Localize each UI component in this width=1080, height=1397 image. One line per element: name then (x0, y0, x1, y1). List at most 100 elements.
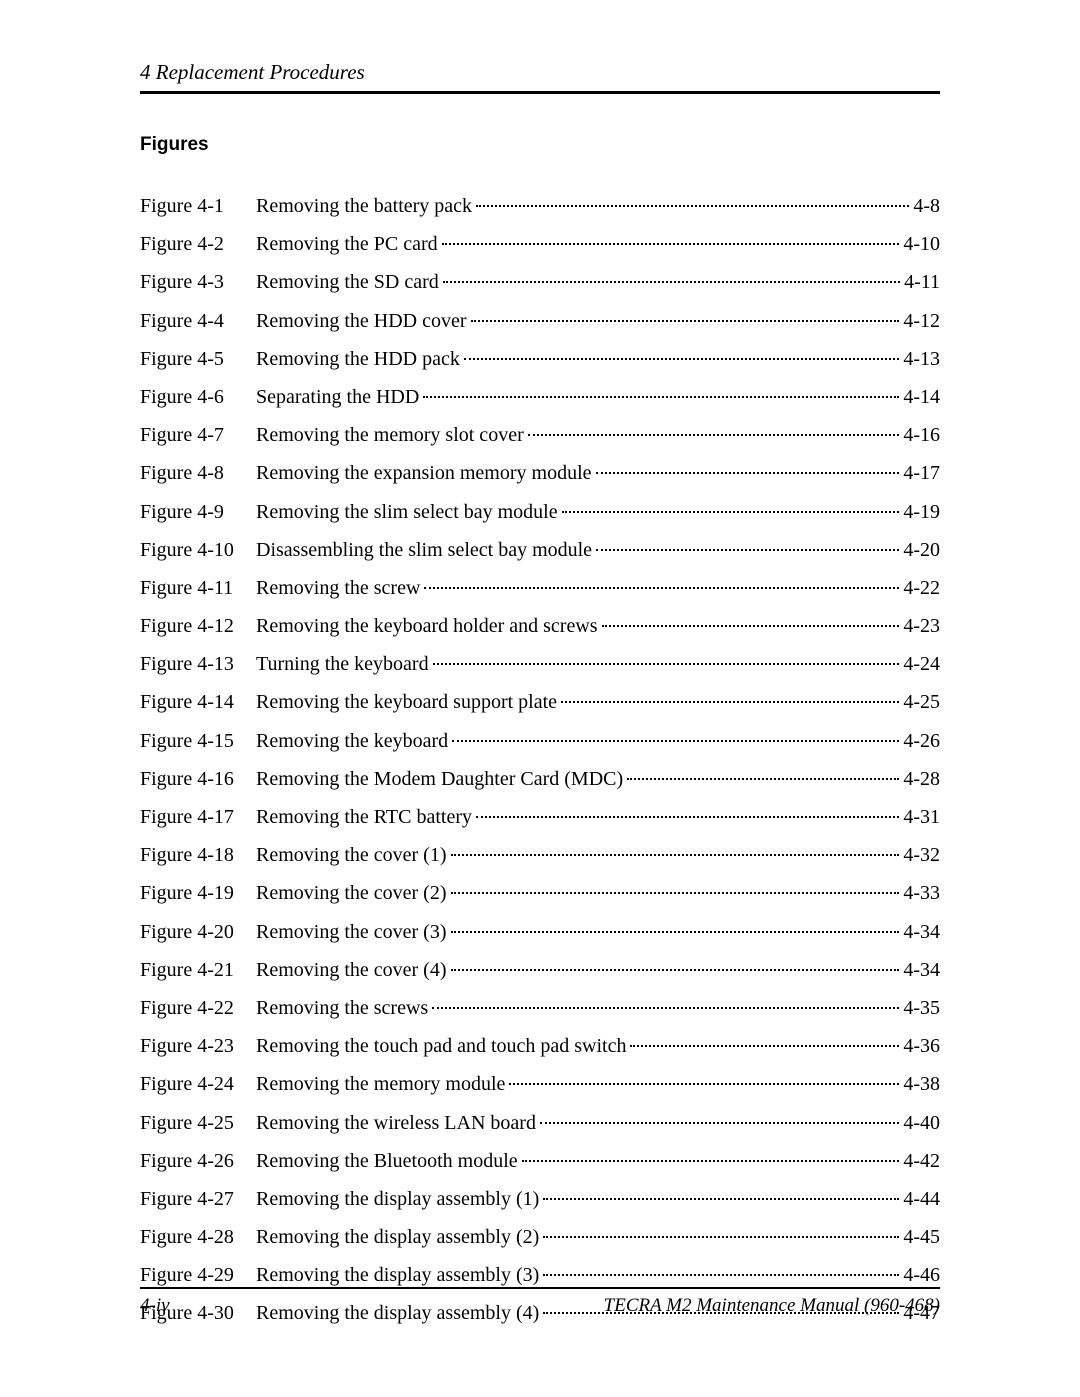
figure-entry: Figure 4-4Removing the HDD cover4-12 (140, 307, 940, 335)
figure-page: 4-22 (901, 574, 940, 602)
leader-dots (443, 281, 900, 283)
figure-label: Figure 4-11 (140, 574, 256, 602)
figure-page: 4-19 (901, 498, 940, 526)
figure-description: Removing the RTC battery (256, 803, 474, 831)
figure-entry: Figure 4-15Removing the keyboard4-26 (140, 727, 940, 755)
leader-dots (442, 243, 900, 245)
leader-dots (543, 1236, 899, 1238)
figure-description: Removing the screws (256, 994, 430, 1022)
leader-dots (562, 511, 900, 513)
figure-page: 4-25 (901, 688, 940, 716)
figure-description: Removing the expansion memory module (256, 459, 594, 487)
figure-page: 4-35 (901, 994, 940, 1022)
figure-entry: Figure 4-8Removing the expansion memory … (140, 459, 940, 487)
figure-label: Figure 4-23 (140, 1032, 256, 1060)
figure-page: 4-24 (901, 650, 940, 678)
figure-page: 4-42 (901, 1147, 940, 1175)
figure-description: Removing the display assembly (2) (256, 1223, 541, 1251)
figure-page: 4-38 (901, 1070, 940, 1098)
leader-dots (630, 1045, 899, 1047)
figure-entry: Figure 4-24Removing the memory module 4-3… (140, 1070, 940, 1098)
figure-label: Figure 4-7 (140, 421, 256, 449)
figure-description: Removing the touch pad and touch pad swi… (256, 1032, 628, 1060)
figure-description: Removing the cover (2) (256, 879, 449, 907)
figure-label: Figure 4-19 (140, 879, 256, 907)
figure-label: Figure 4-21 (140, 956, 256, 984)
figure-entry: Figure 4-2Removing the PC card4-10 (140, 230, 940, 258)
figure-label: Figure 4-22 (140, 994, 256, 1022)
figure-label: Figure 4-24 (140, 1070, 256, 1098)
leader-dots (432, 1007, 899, 1009)
figure-page: 4-14 (901, 383, 940, 411)
figure-description: Removing the cover (4) (256, 956, 449, 984)
manual-title: TECRA M2 Maintenance Manual (960-468) (604, 1295, 940, 1317)
figure-entry: Figure 4-23Removing the touch pad and to… (140, 1032, 940, 1060)
section-title: Figures (140, 134, 940, 156)
leader-dots (464, 358, 899, 360)
header-rule (140, 91, 940, 94)
figure-label: Figure 4-1 (140, 192, 256, 220)
figure-entry: Figure 4-7Removing the memory slot cover… (140, 421, 940, 449)
figure-entry: Figure 4-10Disassembling the slim select… (140, 536, 940, 564)
figure-label: Figure 4-6 (140, 383, 256, 411)
figure-entry: Figure 4-13Turning the keyboard4-24 (140, 650, 940, 678)
figure-page: 4-36 (901, 1032, 940, 1060)
page-footer: 4-iv TECRA M2 Maintenance Manual (960-46… (140, 1287, 940, 1317)
chapter-title: 4 Replacement Procedures (140, 60, 940, 85)
leader-dots (452, 740, 899, 742)
figure-label: Figure 4-12 (140, 612, 256, 640)
leader-dots (451, 969, 900, 971)
figure-description: Removing the battery pack (256, 192, 474, 220)
figures-list: Figure 4-1Removing the battery pack4-8Fi… (140, 192, 940, 1327)
figure-page: 4-33 (901, 879, 940, 907)
leader-dots (476, 205, 909, 207)
figure-entry: Figure 4-1Removing the battery pack4-8 (140, 192, 940, 220)
figure-page: 4-11 (902, 268, 940, 296)
figure-page: 4-23 (901, 612, 940, 640)
leader-dots (423, 396, 899, 398)
document-page: 4 Replacement Procedures Figures Figure … (0, 0, 1080, 1397)
leader-dots (433, 663, 900, 665)
figure-entry: Figure 4-19Removing the cover (2) 4-33 (140, 879, 940, 907)
figure-entry: Figure 4-3Removing the SD card4-11 (140, 268, 940, 296)
figure-entry: Figure 4-25Removing the wireless LAN boa… (140, 1109, 940, 1137)
figure-description: Removing the HDD cover (256, 307, 469, 335)
figure-label: Figure 4-5 (140, 345, 256, 373)
figure-page: 4-10 (901, 230, 940, 258)
leader-dots (596, 549, 899, 551)
leader-dots (561, 701, 899, 703)
figure-entry: Figure 4-21Removing the cover (4) 4-34 (140, 956, 940, 984)
figure-description: Removing the wireless LAN board (256, 1109, 538, 1137)
figure-label: Figure 4-16 (140, 765, 256, 793)
figure-page: 4-34 (901, 956, 940, 984)
figure-description: Removing the memory slot cover (256, 421, 526, 449)
figure-label: Figure 4-26 (140, 1147, 256, 1175)
figure-page: 4-45 (901, 1223, 940, 1251)
figure-entry: Figure 4-17Removing the RTC battery4-31 (140, 803, 940, 831)
figure-description: Removing the keyboard holder and screws (256, 612, 600, 640)
figure-label: Figure 4-2 (140, 230, 256, 258)
leader-dots (476, 816, 899, 818)
figure-page: 4-46 (901, 1261, 940, 1289)
leader-dots (543, 1274, 899, 1276)
figure-description: Removing the keyboard support plate (256, 688, 559, 716)
figure-entry: Figure 4-9Removing the slim select bay m… (140, 498, 940, 526)
figure-label: Figure 4-13 (140, 650, 256, 678)
figure-entry: Figure 4-20Removing the cover (3)4-34 (140, 918, 940, 946)
leader-dots (540, 1122, 899, 1124)
figure-page: 4-17 (901, 459, 940, 487)
figure-label: Figure 4-4 (140, 307, 256, 335)
leader-dots (471, 320, 900, 322)
figure-label: Figure 4-9 (140, 498, 256, 526)
figure-description: Removing the memory module (256, 1070, 507, 1098)
figure-description: Removing the slim select bay module (256, 498, 560, 526)
figure-label: Figure 4-27 (140, 1185, 256, 1213)
figure-description: Removing the keyboard (256, 727, 450, 755)
leader-dots (602, 625, 900, 627)
figure-page: 4-13 (901, 345, 940, 373)
figure-description: Removing the display assembly (1) (256, 1185, 541, 1213)
footer-row: 4-iv TECRA M2 Maintenance Manual (960-46… (140, 1295, 940, 1317)
figure-page: 4-16 (901, 421, 940, 449)
figure-page: 4-26 (901, 727, 940, 755)
figure-description: Removing the Bluetooth module (256, 1147, 520, 1175)
